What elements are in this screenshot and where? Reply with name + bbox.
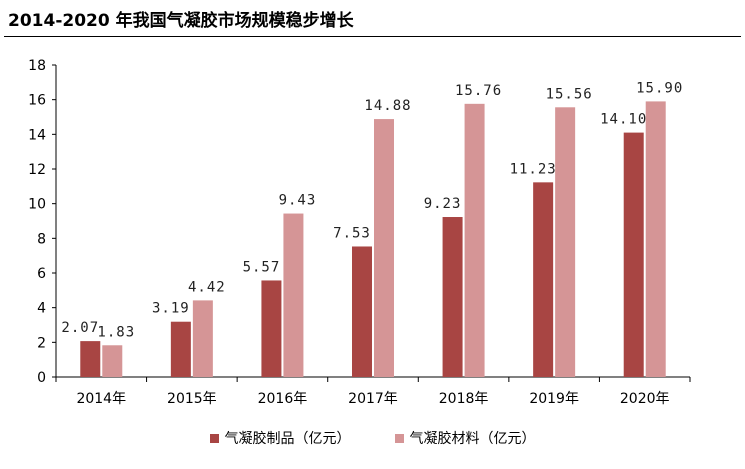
legend-swatch-products — [209, 433, 219, 443]
y-tick-label: 16 — [28, 93, 46, 109]
data-label-materials: 14.88 — [364, 98, 411, 114]
y-tick-label: 6 — [37, 266, 46, 282]
data-label-products: 3.19 — [152, 301, 190, 317]
data-label-materials: 4.42 — [188, 279, 226, 295]
data-label-products: 14.10 — [600, 112, 647, 128]
x-tick-label: 2014年 — [76, 391, 126, 407]
axes: 0 2 4 6 8 10 12 14 16 18 2014年 2015年 2016年 2017年 2018年… — [28, 58, 691, 407]
data-label-products: 2.07 — [61, 320, 99, 336]
legend-label-products: 气凝胶制品（亿元） — [224, 431, 351, 447]
data-label-products: 7.53 — [333, 225, 371, 241]
bar-products — [170, 321, 191, 377]
data-label-materials: 15.76 — [455, 83, 502, 99]
y-tick-label: 2 — [37, 335, 46, 351]
data-label-materials: 15.90 — [636, 80, 683, 96]
data-labels: 2.07 3.19 5.57 7.53 9.23 11.23 14.10 1.83 4.42 9.… — [61, 80, 683, 340]
x-tick-label: 2020年 — [620, 391, 670, 407]
legend: 气凝胶制品（亿元） 气凝胶材料（亿元） — [0, 428, 745, 448]
bar-products — [352, 246, 372, 377]
bar-materials — [283, 213, 304, 377]
bar-materials — [645, 101, 666, 378]
y-tick-label: 12 — [28, 162, 46, 178]
data-label-materials: 9.43 — [279, 193, 317, 209]
bars — [80, 101, 666, 378]
data-label-products: 11.23 — [510, 161, 557, 177]
title-underline — [4, 36, 741, 37]
data-label-materials: 1.83 — [97, 324, 135, 340]
x-tick-label: 2018年 — [439, 391, 489, 407]
bar-materials — [464, 103, 485, 378]
x-tick-label: 2017年 — [348, 391, 398, 407]
legend-swatch-materials — [394, 433, 404, 443]
bar-materials — [555, 107, 576, 377]
x-tick-label: 2015年 — [167, 391, 217, 407]
y-tick-label: 0 — [37, 370, 46, 386]
y-tick-label: 18 — [28, 58, 46, 74]
bar-materials — [192, 300, 213, 377]
y-tick-label: 4 — [37, 301, 46, 317]
y-tick-label: 8 — [37, 231, 46, 247]
data-label-materials: 15.56 — [546, 86, 593, 102]
bar-materials — [102, 345, 123, 377]
bar-materials — [374, 119, 394, 377]
bar-products — [442, 217, 463, 377]
bar-products — [623, 132, 644, 377]
data-label-products: 9.23 — [424, 196, 462, 212]
bar-products — [80, 341, 101, 377]
bar-products — [533, 182, 554, 377]
data-label-products: 5.57 — [243, 259, 281, 275]
x-tick-label: 2016年 — [258, 391, 308, 407]
legend-label-materials: 气凝胶材料（亿元） — [409, 431, 536, 447]
legend-item-products: 气凝胶制品（亿元） — [209, 428, 351, 448]
x-tick-label: 2019年 — [529, 391, 579, 407]
y-tick-label: 10 — [28, 197, 46, 213]
y-tick-label: 14 — [28, 127, 46, 143]
legend-item-materials: 气凝胶材料（亿元） — [394, 428, 536, 448]
chart-title: 2014-2020 年我国气凝胶市场规模稳步增长 — [8, 11, 354, 31]
bar-products — [261, 280, 282, 377]
bar-chart: 0 2 4 6 8 10 12 14 16 18 2014年 2015年 2016年 2017年 2018年… — [28, 58, 691, 407]
